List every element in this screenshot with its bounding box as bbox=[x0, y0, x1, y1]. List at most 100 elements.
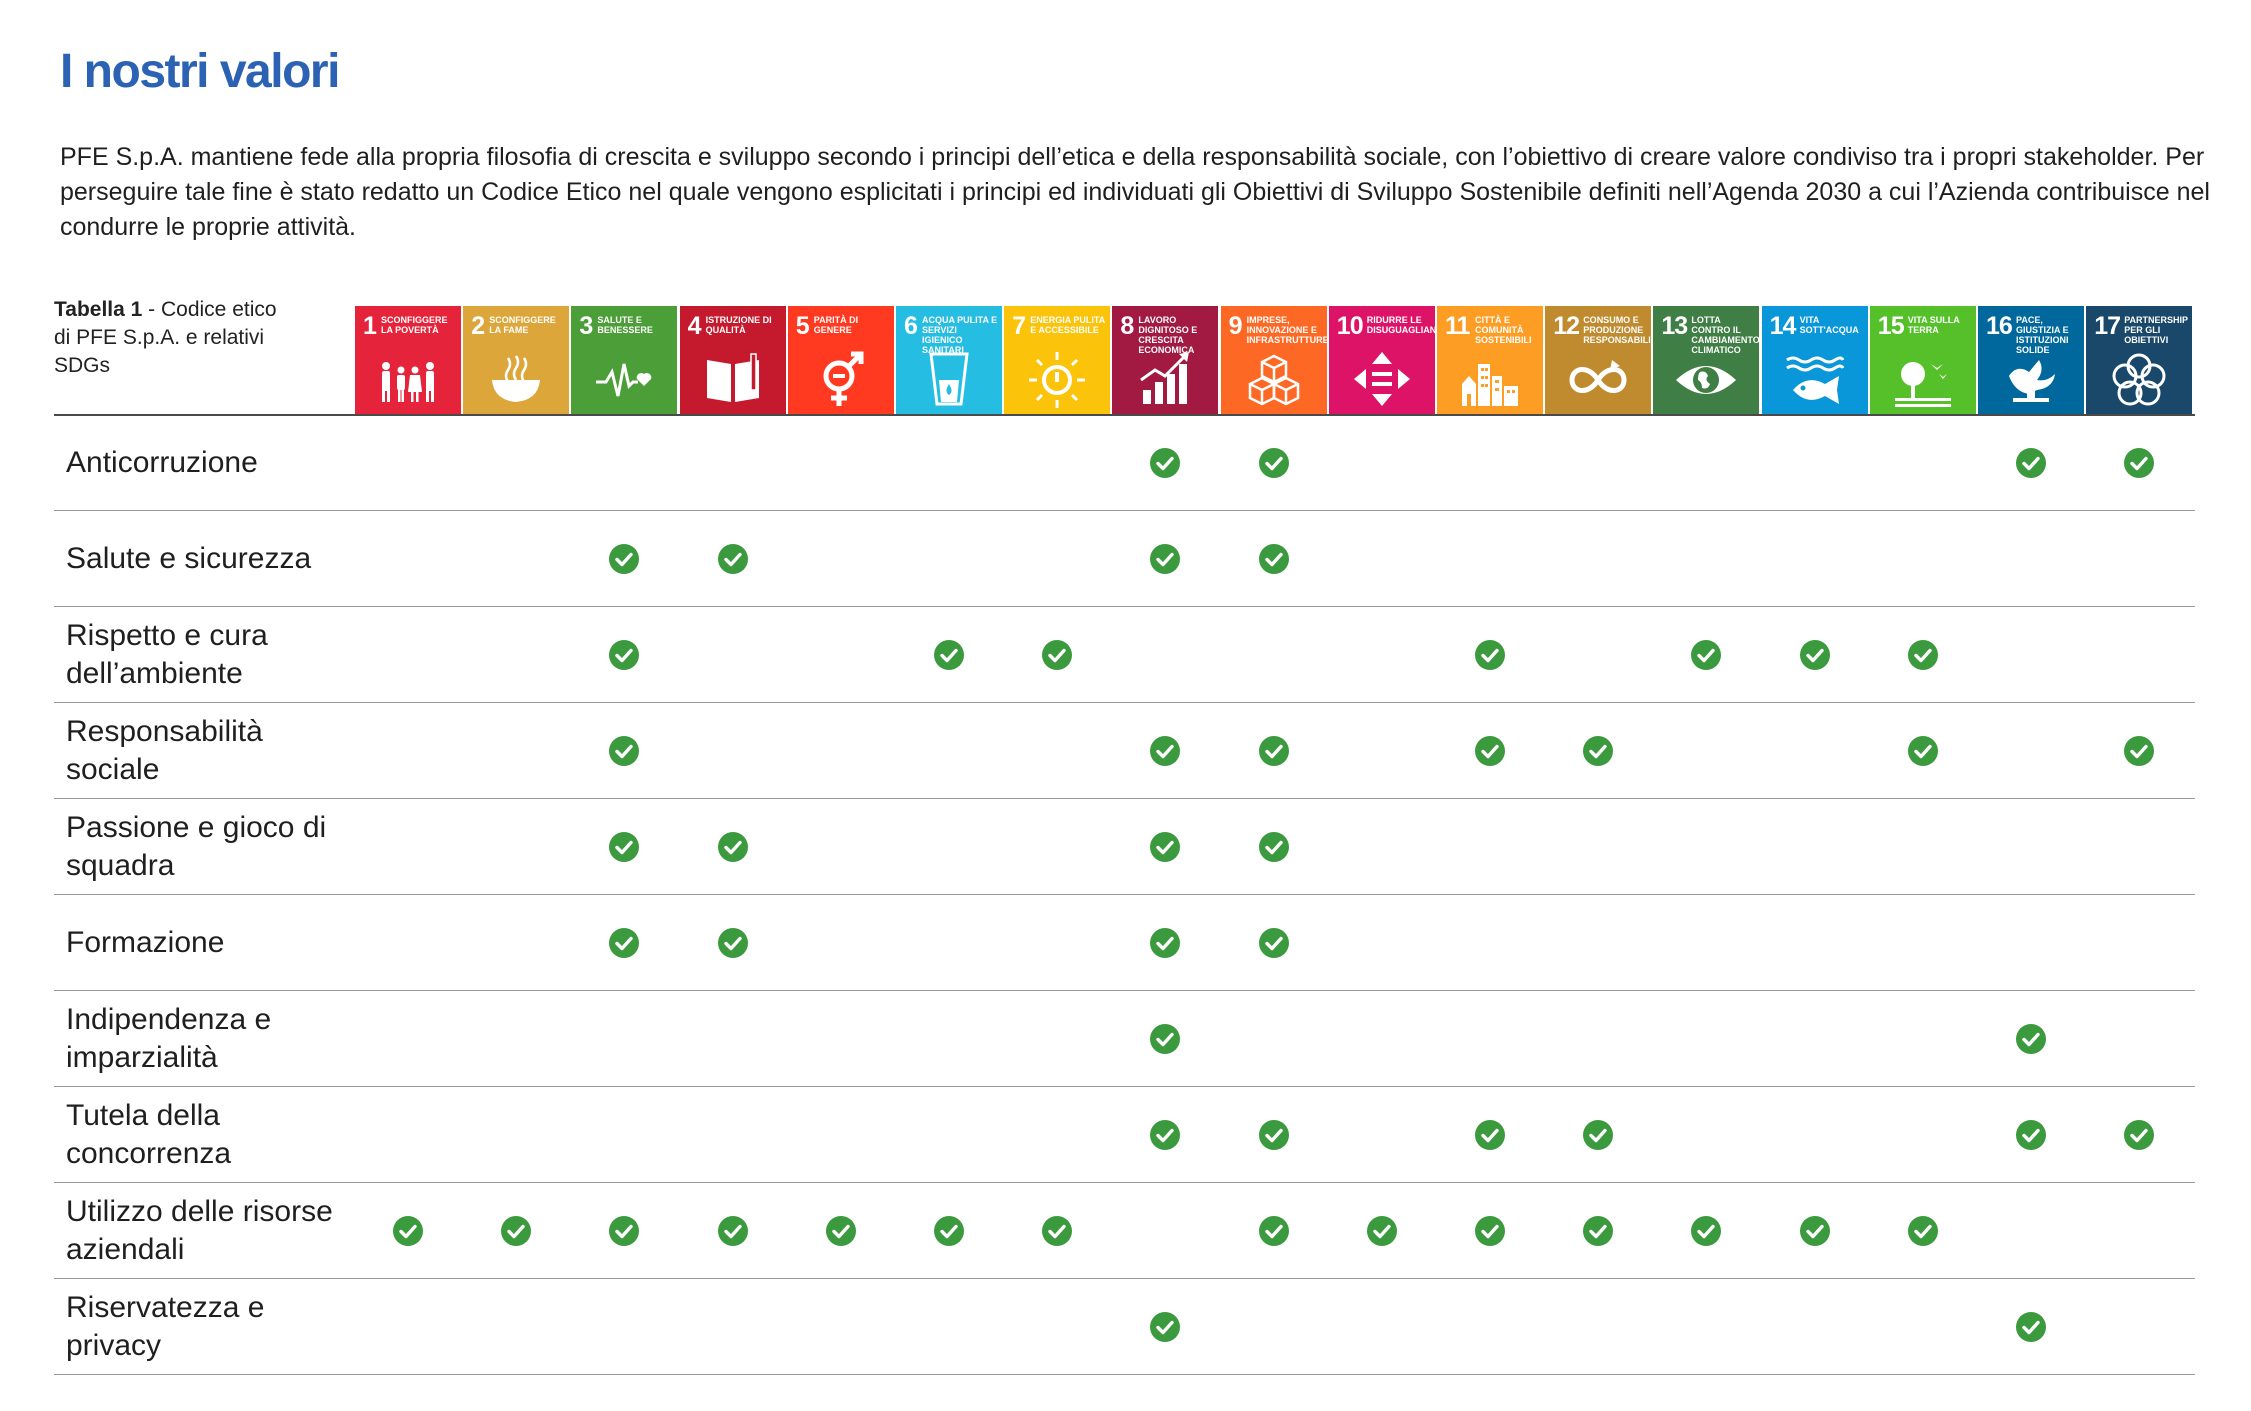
check-icon bbox=[1907, 736, 1938, 766]
sdg-title: Città e comunità sostenibili bbox=[1475, 315, 1532, 345]
buildings-icon bbox=[1437, 350, 1543, 408]
check-icon bbox=[1150, 448, 1181, 478]
sdg-tile-14: 14 Vita sott'acqua bbox=[1761, 306, 1868, 414]
check-icon bbox=[609, 1216, 640, 1246]
check-icon bbox=[1042, 640, 1073, 670]
check-icon bbox=[1907, 1216, 1938, 1246]
check-icon bbox=[1150, 1024, 1181, 1054]
check-icon bbox=[1150, 544, 1181, 574]
sdg-title: Energia pulita e accessibile bbox=[1030, 315, 1105, 335]
check-icon bbox=[609, 544, 640, 574]
sdg-title: Imprese, innovazione e infrastrutture bbox=[1246, 315, 1327, 345]
bowl-icon bbox=[463, 350, 569, 408]
check-icon bbox=[2016, 1312, 2046, 1342]
table-row: Passione e gioco di squadra bbox=[54, 800, 2195, 895]
growth-chart-icon bbox=[1112, 350, 1218, 408]
check-icon bbox=[1583, 736, 1614, 766]
sdg-title: Vita sott'acqua bbox=[1799, 315, 1859, 335]
table-caption: Tabella 1 - Codice etico di PFE S.p.A. e… bbox=[54, 296, 294, 380]
check-icon bbox=[393, 1216, 423, 1246]
sdg-number: 5 bbox=[795, 312, 810, 340]
check-icon bbox=[609, 832, 640, 862]
sdg-title: Sconfiggere la povertà bbox=[381, 315, 448, 335]
row-label: Anticorruzione bbox=[66, 446, 258, 479]
check-icon bbox=[2016, 1120, 2046, 1150]
check-icon bbox=[1258, 1120, 1289, 1150]
table-row: Tutela della concorrenza bbox=[54, 1088, 2195, 1183]
table-top-rule bbox=[54, 414, 2195, 416]
check-icon bbox=[2124, 736, 2155, 766]
check-icon bbox=[2016, 448, 2046, 478]
sdg-number: 17 bbox=[2094, 312, 2121, 340]
check-icon bbox=[1042, 1216, 1073, 1246]
sdg-tile-17: 17 Partnership per gli obiettivi bbox=[2086, 306, 2193, 414]
sdg-title: Partnership per gli obiettivi bbox=[2124, 315, 2188, 345]
row-label: Formazione bbox=[66, 926, 225, 959]
table-row: Utilizzo delle risorse aziendali bbox=[54, 1184, 2195, 1279]
sdg-tile-16: 16 Pace, giustizia e istituzioni solide bbox=[1978, 306, 2084, 414]
sdg-number: 11 bbox=[1445, 312, 1470, 340]
check-icon bbox=[1799, 1216, 1830, 1246]
check-icon bbox=[1150, 736, 1181, 766]
check-icon bbox=[717, 1216, 748, 1246]
check-icon bbox=[934, 1216, 964, 1246]
sdg-number: 6 bbox=[904, 312, 918, 340]
table-row: Salute e sicurezza bbox=[54, 512, 2195, 607]
sdg-tile-3: 3 Salute e benessere bbox=[571, 306, 678, 414]
check-icon bbox=[2124, 1120, 2155, 1150]
check-icon bbox=[1475, 640, 1505, 670]
sdg-tile-1: 1 Sconfiggere la povertà bbox=[355, 306, 461, 414]
check-icon bbox=[1150, 928, 1181, 958]
sdg-tile-13: 13 Lotta contro il cambiamento climatico bbox=[1653, 306, 1760, 414]
check-icon bbox=[825, 1216, 856, 1246]
check-icon bbox=[1150, 1120, 1181, 1150]
check-icon bbox=[1799, 640, 1830, 670]
row-label: Salute e sicurezza bbox=[66, 542, 312, 575]
sdg-tile-7: 7 Energia pulita e accessibile bbox=[1004, 306, 1111, 414]
sdg-number: 7 bbox=[1012, 312, 1026, 340]
sdg-tile-5: 5 Parità di genere bbox=[787, 306, 894, 414]
check-icon bbox=[609, 928, 640, 958]
family-icon bbox=[355, 350, 461, 408]
sdg-title: Sconfiggere la fame bbox=[489, 315, 556, 335]
check-icon bbox=[1691, 1216, 1722, 1246]
check-icon bbox=[717, 928, 748, 958]
sdg-number: 2 bbox=[471, 312, 485, 340]
dove-icon bbox=[1978, 350, 2084, 408]
sun-power-icon bbox=[1004, 350, 1110, 408]
table-row: Rispetto e cura dell’ambiente bbox=[54, 608, 2195, 703]
tree-bird-icon bbox=[1870, 350, 1976, 408]
row-label: Passione e gioco di squadra bbox=[66, 811, 327, 882]
gender-icon bbox=[788, 350, 894, 408]
sdg-title: Consumo e produzione responsabili bbox=[1583, 315, 1651, 345]
check-icon bbox=[717, 832, 748, 862]
book-icon bbox=[680, 350, 786, 408]
sdg-tile-11: 11 Città e comunità sostenibili bbox=[1437, 306, 1543, 414]
sdg-tile-6: 6 Acqua pulita e servizi igienico sanitar… bbox=[896, 306, 1002, 414]
check-icon bbox=[609, 736, 640, 766]
check-icon bbox=[1258, 1216, 1289, 1246]
page-title: I nostri valori bbox=[60, 45, 340, 98]
sdg-number: 14 bbox=[1769, 312, 1797, 340]
check-icon bbox=[609, 640, 640, 670]
sdg-number: 15 bbox=[1877, 312, 1905, 340]
check-icon bbox=[2124, 448, 2155, 478]
sdg-number: 9 bbox=[1228, 312, 1243, 340]
sdg-title: Pace, giustizia e istituzioni solide bbox=[2016, 315, 2069, 355]
heartbeat-icon bbox=[571, 350, 677, 408]
check-icon bbox=[1907, 640, 1938, 670]
infinity-icon bbox=[1545, 350, 1651, 408]
sdg-tile-9: 9 Imprese, innovazione e infrastrutture bbox=[1220, 306, 1327, 414]
table-row: Riservatezza e privacy bbox=[54, 1280, 2195, 1375]
sdg-tile-15: 15 Vita sulla terra bbox=[1869, 306, 1976, 414]
intro-paragraph: PFE S.p.A. mantiene fede alla propria fi… bbox=[60, 143, 2210, 241]
check-icon bbox=[2016, 1024, 2046, 1054]
sdg-tile-12: 12 Consumo e produzione responsabili bbox=[1545, 306, 1652, 414]
table-row: Indipendenza e imparzialità bbox=[54, 992, 2195, 1087]
sdg-title: Istruzione di qualità bbox=[705, 315, 772, 335]
sdg-title: Parità di genere bbox=[813, 315, 859, 335]
check-icon bbox=[1258, 928, 1289, 958]
row-label: Riservatezza e privacy bbox=[66, 1291, 265, 1362]
check-icon bbox=[1258, 448, 1289, 478]
check-icon bbox=[1583, 1120, 1614, 1150]
